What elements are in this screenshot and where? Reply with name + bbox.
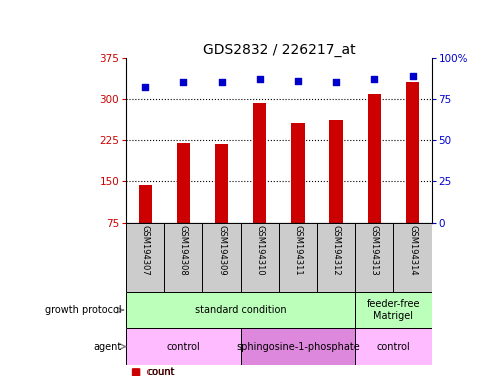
Point (179, 79, 187, 85)
Bar (329, 120, 342, 223)
Text: growth protocol: growth protocol (45, 305, 121, 315)
Text: GSM194313: GSM194313 (369, 225, 378, 276)
Bar (354, 292, 431, 328)
Point (141, 84, 149, 90)
Text: standard condition: standard condition (195, 305, 286, 315)
Text: feeder-free
Matrigel: feeder-free Matrigel (366, 299, 419, 321)
Bar (405, 82, 418, 223)
Text: control: control (166, 341, 200, 352)
Point (408, 73, 416, 79)
Bar (214, 144, 228, 223)
Text: sphingosine-1-phosphate: sphingosine-1-phosphate (236, 341, 359, 352)
Bar (240, 328, 354, 365)
Text: count: count (148, 367, 175, 377)
Bar (138, 185, 151, 223)
Point (256, 76, 263, 82)
Text: GSM194312: GSM194312 (331, 225, 340, 275)
Title: GDS2832 / 226217_at: GDS2832 / 226217_at (202, 43, 354, 56)
Point (370, 76, 378, 82)
Text: GSM194309: GSM194309 (217, 225, 226, 275)
Text: ■  count: ■ count (131, 367, 174, 377)
Text: ■: ■ (131, 367, 140, 377)
Text: GSM194310: GSM194310 (255, 225, 264, 275)
Bar (291, 122, 304, 223)
Bar (367, 94, 380, 223)
Text: GSM194311: GSM194311 (293, 225, 302, 275)
Bar (126, 328, 240, 365)
Bar (354, 328, 431, 365)
Text: GSM194308: GSM194308 (179, 225, 187, 276)
Text: GSM194314: GSM194314 (407, 225, 416, 275)
Text: agent: agent (93, 341, 121, 352)
Point (217, 79, 225, 85)
Bar (253, 103, 266, 223)
Point (332, 79, 339, 85)
Text: control: control (376, 341, 409, 352)
Bar (176, 143, 190, 223)
Text: GSM194307: GSM194307 (140, 225, 150, 276)
Bar (126, 292, 354, 328)
Point (293, 78, 301, 84)
